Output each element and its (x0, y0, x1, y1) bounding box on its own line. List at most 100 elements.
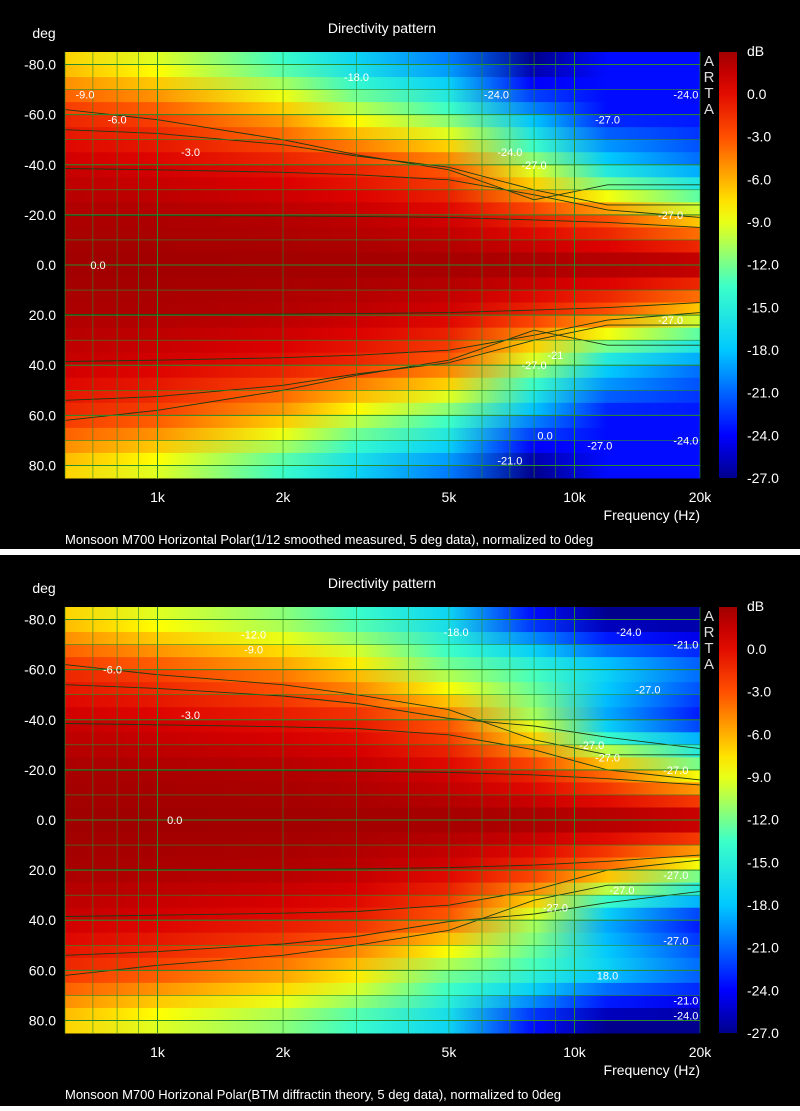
heatmap-stripe (65, 707, 700, 721)
contour-label: -12.0 (241, 630, 266, 642)
heatmap-stripe (65, 102, 700, 116)
heatmap-stripe (65, 1007, 700, 1021)
colorbar-tick-label: -15.0 (747, 854, 779, 870)
x-tick-label: 2k (276, 1044, 292, 1060)
heatmap-stripe (65, 290, 700, 304)
contour-label: -24.0 (673, 435, 698, 447)
contour-label: -24.0 (673, 1010, 698, 1022)
heatmap-stripe (65, 77, 700, 91)
heatmap-stripe (65, 89, 700, 103)
y-tick-label: 0.0 (37, 812, 57, 828)
contour-line (64, 859, 701, 917)
heatmap-stripe (65, 1020, 700, 1034)
heatmap-stripe (65, 970, 700, 984)
svg-text:A: A (704, 608, 714, 625)
heatmap-stripe (65, 402, 700, 416)
contour-label: 0.0 (90, 260, 105, 272)
y-axis-label: deg (32, 25, 55, 41)
contour-line (64, 312, 701, 362)
heatmap-stripe (65, 52, 700, 66)
svg-text:A: A (704, 656, 714, 673)
chart-svg-theory: Directivity pattern deg 0.0 -3.0 -6.0 -9.0 -12… (24, 575, 779, 1102)
heatmap-stripe (65, 302, 700, 316)
heatmap-stripe (65, 644, 700, 658)
y-tick-label: 80.0 (29, 457, 56, 473)
contour-line (64, 324, 700, 401)
svg-text:T: T (704, 85, 713, 102)
colorbar-tick-label: -9.0 (747, 769, 771, 785)
heatmap-stripe (65, 265, 700, 279)
contour-label: -21.0 (673, 640, 698, 652)
heatmap-stripe (65, 114, 700, 128)
chart-caption: Monsoon M700 Horizonal Polar(BTM diffrac… (65, 1087, 561, 1102)
heatmap-stripe (65, 390, 700, 404)
heatmap-field (65, 52, 700, 479)
heatmap-stripe (65, 340, 700, 354)
y-tick-label: 60.0 (29, 962, 56, 978)
y-tick-label: -20.0 (24, 762, 56, 778)
heatmap-stripe (65, 682, 700, 696)
heatmap-stripe (65, 744, 700, 758)
contour-label: -27.0 (595, 115, 620, 127)
heatmap-stripe (65, 415, 700, 429)
heatmap-stripe (65, 832, 700, 846)
heatmap-stripe (65, 882, 700, 896)
heatmap-stripe (65, 794, 700, 808)
contour-label: -27.0 (609, 885, 634, 897)
heatmap-stripe (65, 465, 700, 479)
contour-line (64, 329, 700, 421)
heatmap-stripe (65, 694, 700, 708)
contour-line (64, 769, 701, 786)
contour-label: -6.0 (108, 115, 127, 127)
y-ticks: -80.0 -60.0 -40.0 -20.0 0.0 20.0 40.0 60.0 80.0 (24, 57, 56, 474)
colorbar-tick-label: -24.0 (747, 982, 779, 998)
heatmap-stripe (65, 315, 700, 329)
colorbar (719, 607, 737, 1033)
heatmap-stripe (65, 995, 700, 1009)
contour-label: -24.0 (484, 90, 509, 102)
heatmap-stripe (65, 632, 700, 646)
colorbar-tick-label: -3.0 (747, 684, 771, 700)
colorbar-label: dB (747, 598, 764, 614)
svg-text:R: R (704, 69, 715, 86)
contour-label: -27.0 (579, 740, 604, 752)
contour-label: -27.0 (587, 440, 612, 452)
directivity-chart-measured: Directivity pattern deg 0.0 -3.0 -6.0 -9.0 -18… (0, 0, 800, 549)
colorbar-tick-label: -21.0 (747, 385, 779, 401)
colorbar-tick-label: -18.0 (747, 897, 779, 913)
contour-labels: 0.0-3.0-6.0-9.0-18.0-24.0-24.0-27.0-27.0… (75, 72, 698, 467)
colorbar (719, 52, 737, 478)
x-axis-label: Frequency (Hz) (604, 1062, 700, 1078)
contour-label: -24.0 (497, 147, 522, 159)
colorbar-ticks: 0.0 -3.0 -6.0 -9.0 -12.0 -15.0 -18.0 -21.0 -24.0… (747, 86, 779, 486)
contour-label: -9.0 (75, 90, 94, 102)
heatmap-stripe (65, 870, 700, 884)
y-tick-label: -60.0 (24, 107, 56, 123)
heatmap-stripe (65, 782, 700, 796)
x-axis-label: Frequency (Hz) (604, 507, 700, 523)
heatmap-stripe (65, 164, 700, 178)
contour-label: -27.0 (658, 315, 683, 327)
contour-label: -27.0 (663, 935, 688, 947)
y-tick-label: 20.0 (29, 862, 56, 878)
colorbar-ticks: 0.0 -3.0 -6.0 -9.0 -12.0 -15.0 -18.0 -21.0 -24.0… (747, 641, 779, 1041)
contour-label: -9.0 (244, 645, 263, 657)
heatmap-stripe (65, 327, 700, 341)
contour-line (64, 890, 701, 956)
contour-label: 0.0 (167, 815, 182, 827)
svg-text:A: A (704, 101, 714, 118)
y-tick-label: -60.0 (24, 662, 56, 678)
directivity-chart-theory: Directivity pattern deg 0.0 -3.0 -6.0 -9.0 -12… (0, 555, 800, 1106)
contour-label: -3.0 (181, 710, 200, 722)
heatmap-stripe (65, 440, 700, 454)
y-tick-label: 80.0 (29, 1012, 56, 1028)
contour-label: -27.0 (595, 752, 620, 764)
contour-label: 0.0 (537, 430, 552, 442)
y-tick-label: 40.0 (29, 357, 56, 373)
contour-line (64, 168, 701, 218)
contour-line (64, 664, 700, 756)
contour-lines (64, 664, 701, 976)
colorbar-tick-label: -3.0 (747, 129, 771, 145)
heatmap-stripe (65, 365, 700, 379)
